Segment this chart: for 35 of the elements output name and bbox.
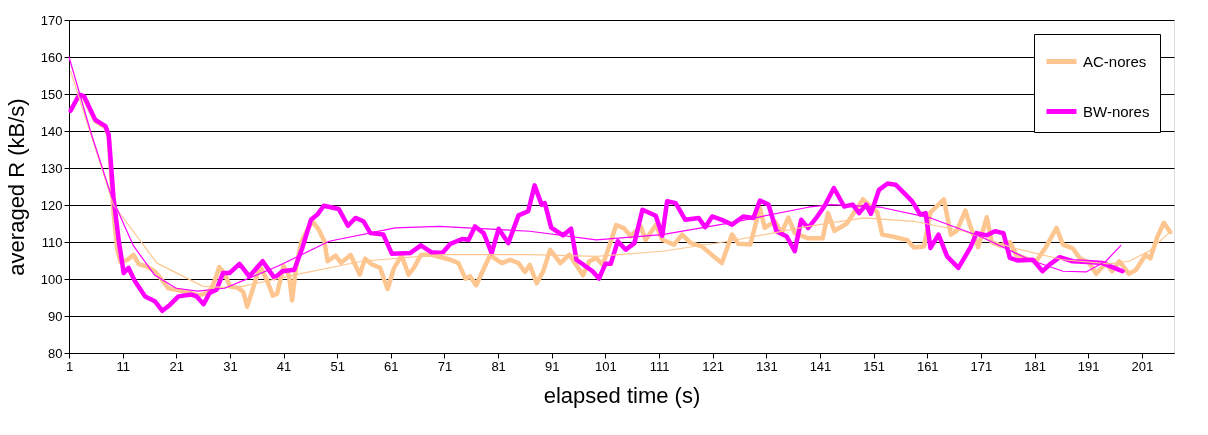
- x-tick-label: 21: [169, 358, 185, 374]
- x-tick-label: 131: [755, 358, 778, 374]
- y-tick-label: 130: [40, 160, 63, 176]
- x-tick-label: 161: [916, 358, 939, 374]
- y-tick-label: 170: [40, 12, 63, 28]
- x-tick-label: 111: [649, 358, 670, 374]
- x-tick-label: 31: [223, 358, 238, 374]
- x-tick-label: 151: [863, 358, 885, 374]
- x-tick-label: 181: [1024, 358, 1046, 374]
- y-tick-label: 90: [48, 308, 63, 324]
- legend-label: BW-nores: [1083, 102, 1150, 120]
- y-axis-title: averaged R (kB/s): [3, 98, 29, 276]
- x-tick-label: 171: [970, 358, 993, 374]
- x-tick-label: 101: [595, 358, 617, 374]
- y-tick-label: 120: [40, 197, 63, 213]
- x-tick-label: 11: [116, 358, 130, 374]
- y-tick-label: 80: [48, 345, 63, 361]
- y-tick-label: 100: [40, 271, 63, 287]
- legend-label: AC-nores: [1083, 52, 1147, 70]
- x-tick-label: 121: [702, 358, 725, 374]
- x-tick-label: 141: [809, 358, 832, 374]
- y-tick-label: 160: [40, 49, 63, 65]
- y-tick-label: 140: [40, 123, 63, 139]
- x-tick-label: 51: [330, 358, 345, 374]
- x-tick-label: 91: [545, 358, 560, 374]
- x-tick-label: 71: [437, 358, 453, 374]
- x-axis-title: elapsed time (s): [543, 382, 701, 408]
- x-tick-label: 1: [65, 358, 74, 374]
- x-tick-label: 191: [1077, 358, 1100, 374]
- x-tick-label: 81: [491, 358, 506, 374]
- y-tick-label: 110: [41, 234, 63, 250]
- x-tick-label: 61: [384, 358, 399, 374]
- y-tick-label: 150: [40, 86, 63, 102]
- x-tick-label: 41: [276, 358, 292, 374]
- x-tick-label: 201: [1131, 358, 1154, 374]
